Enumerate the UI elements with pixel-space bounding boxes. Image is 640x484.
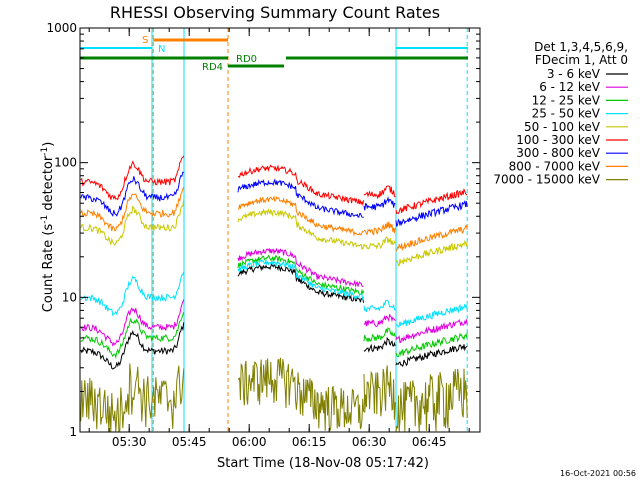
legend-label-2: 12 - 25 keV (532, 93, 601, 107)
series-group (80, 28, 468, 432)
y-tick-label-3: 1000 (46, 21, 77, 35)
x-tick-label-4: 06:30 (352, 435, 387, 449)
legend: Det 1,3,4,5,6,9, FDecim 1, Att 0 3 - 6 k… (493, 40, 628, 187)
attenuator-marker-rd0: RD0 (236, 54, 257, 65)
x-tick-label-1: 05:45 (172, 435, 207, 449)
series-line-4 (80, 199, 468, 267)
y-axis-label: Count Rate (s-1 detector-1) (40, 142, 56, 313)
series-line-7 (80, 186, 468, 252)
legend-label-4: 50 - 100 keV (524, 120, 601, 134)
series-line-0 (80, 262, 468, 370)
x-tick-label-3: 06:15 (292, 435, 327, 449)
series-line-8 (80, 357, 468, 432)
attenuator-marker-s: S (142, 35, 148, 46)
y-axis-label-sup1: -1 (40, 215, 50, 224)
series-line-5 (80, 155, 468, 215)
legend-header-line-1: Det 1,3,4,5,6,9, (534, 40, 628, 54)
x-tick-label-2: 06:00 (232, 435, 267, 449)
legend-label-6: 300 - 800 keV (516, 146, 600, 160)
x-axis-label: Start Time (18-Nov-08 05:17:42) (217, 456, 429, 471)
x-tick-label-0: 05:30 (112, 435, 147, 449)
legend-label-0: 3 - 6 keV (547, 67, 601, 81)
y-axis-label-sup2: -1 (40, 147, 50, 156)
legend-header-line-2: FDecim 1, Att 0 (535, 53, 628, 67)
legend-label-5: 100 - 300 keV (516, 133, 600, 147)
legend-label-8: 7000 - 15000 keV (493, 173, 600, 187)
y-axis-label-end: ) (41, 142, 56, 147)
y-tick-label-2: 100 (54, 156, 77, 170)
plot-frame (79, 27, 481, 433)
y-axis-label-main: Count Rate (s (41, 224, 56, 313)
y-axis-label-mid: detector (41, 155, 56, 215)
series-line-6 (80, 171, 468, 227)
attenuator-marker-n: N (158, 44, 165, 55)
timestamp: 16-Oct-2021 00:56 (560, 469, 636, 478)
y-tick-label-0: 1 (69, 425, 77, 439)
y-tick-label-1: 10 (62, 290, 77, 304)
series-line-1 (80, 247, 468, 347)
legend-label-1: 6 - 12 keV (539, 80, 601, 94)
legend-label-7: 800 - 7000 keV (509, 159, 601, 173)
legend-label-3: 25 - 50 keV (532, 107, 601, 121)
series-line-2 (80, 254, 468, 360)
attenuator-marker-rd4: RD4 (202, 62, 223, 73)
series-line-3 (80, 259, 468, 328)
x-tick-label-5: 06:45 (412, 435, 447, 449)
plot-layer: SN RD0 RD4 1 10 100 1000 05:30 05:45 06:00 06:15 06… (46, 21, 481, 449)
chart-title: RHESSI Observing Summary Count Rates (110, 3, 440, 22)
